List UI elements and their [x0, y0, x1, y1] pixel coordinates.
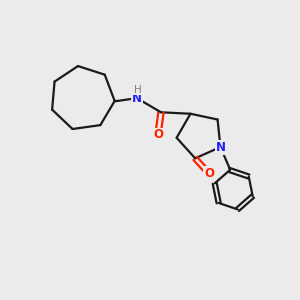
Text: O: O: [153, 128, 163, 142]
Text: N: N: [132, 92, 142, 105]
Text: O: O: [204, 167, 214, 180]
Text: H: H: [134, 85, 141, 95]
Text: N: N: [215, 141, 226, 154]
